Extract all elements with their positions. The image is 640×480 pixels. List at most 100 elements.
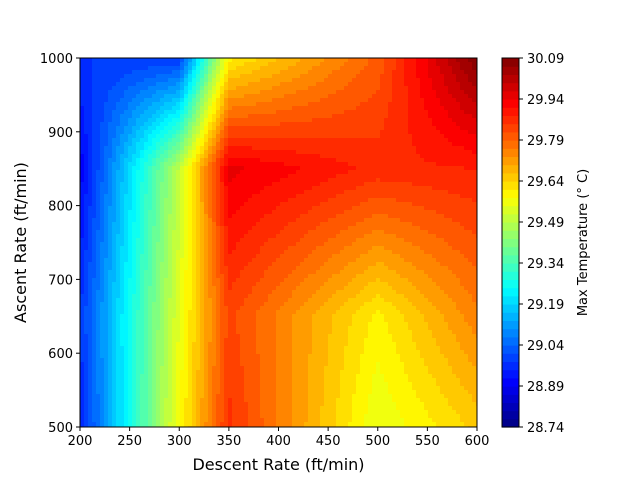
contour-cell (208, 226, 213, 231)
contour-cell (80, 254, 85, 259)
contour-cell (120, 66, 125, 71)
contour-cell (152, 386, 157, 391)
contour-cell (188, 166, 193, 171)
contour-cell (264, 318, 269, 323)
contour-cell (276, 122, 281, 127)
contour-cell (164, 242, 169, 247)
contour-cell (272, 82, 277, 87)
contour-cell (172, 126, 177, 131)
contour-cell (96, 402, 101, 407)
contour-cell (120, 162, 125, 167)
contour-cell (84, 114, 89, 119)
contour-cell (212, 138, 217, 143)
contour-cell (268, 210, 273, 215)
contour-cell (148, 402, 153, 407)
contour-cell (164, 266, 169, 271)
contour-cell (100, 110, 105, 115)
contour-cell (284, 118, 289, 123)
contour-cell (204, 210, 209, 215)
contour-cell (248, 322, 253, 327)
contour-cell (240, 146, 245, 151)
contour-cell (80, 110, 85, 115)
contour-cell (160, 338, 165, 343)
contour-cell (272, 234, 277, 239)
contour-cell (196, 134, 201, 139)
contour-cell (164, 258, 169, 263)
contour-cell (200, 378, 205, 383)
contour-cell (272, 294, 277, 299)
contour-cell (128, 394, 133, 399)
contour-cell (96, 290, 101, 295)
contour-cell (116, 138, 121, 143)
contour-cell (156, 250, 161, 255)
contour-cell (220, 106, 225, 111)
contour-cell (144, 390, 149, 395)
contour-cell (200, 150, 205, 155)
contour-cell (280, 342, 285, 347)
contour-cell (192, 174, 197, 179)
contour-cell (108, 306, 113, 311)
contour-cell (176, 246, 181, 251)
contour-cell (140, 370, 145, 375)
contour-cell (84, 58, 89, 63)
contour-cell (120, 378, 125, 383)
contour-cell (128, 274, 133, 279)
contour-cell (132, 154, 137, 159)
contour-cell (204, 226, 209, 231)
contour-cell (80, 278, 85, 283)
contour-cell (132, 90, 137, 95)
contour-cell (168, 322, 173, 327)
contour-cell (224, 326, 229, 331)
contour-cell (288, 366, 293, 371)
contour-cell (168, 142, 173, 147)
contour-cell (92, 318, 97, 323)
contour-cell (260, 194, 265, 199)
contour-cell (204, 378, 209, 383)
contour-cell (224, 366, 229, 371)
contour-cell (268, 366, 273, 371)
contour-cell (260, 238, 265, 243)
contour-cell (140, 182, 145, 187)
contour-cell (128, 146, 133, 151)
contour-cell (144, 414, 149, 419)
contour-cell (156, 386, 161, 391)
contour-cell (88, 118, 93, 123)
contour-cell (256, 354, 261, 359)
contour-cell (148, 378, 153, 383)
contour-cell (260, 370, 265, 375)
contour-cell (164, 122, 169, 127)
contour-cell (280, 138, 285, 143)
contour-cell (204, 362, 209, 367)
contour-cell (120, 166, 125, 171)
contour-cell (176, 378, 181, 383)
contour-cell (216, 226, 221, 231)
contour-cell (208, 398, 213, 403)
contour-cell (260, 122, 265, 127)
contour-cell (124, 402, 129, 407)
contour-cell (100, 382, 105, 387)
contour-cell (160, 334, 165, 339)
contour-cell (124, 118, 129, 123)
contour-cell (100, 406, 105, 411)
contour-cell (128, 210, 133, 215)
contour-cell (128, 162, 133, 167)
contour-cell (88, 134, 93, 139)
contour-cell (224, 182, 229, 187)
contour-cell (268, 298, 273, 303)
contour-cell (176, 70, 181, 75)
contour-cell (200, 250, 205, 255)
contour-cell (172, 210, 177, 215)
contour-cell (272, 126, 277, 131)
contour-cell (264, 302, 269, 307)
contour-cell (236, 154, 241, 159)
contour-cell (212, 222, 217, 227)
contour-cell (148, 198, 153, 203)
contour-cell (88, 250, 93, 255)
contour-cell (200, 158, 205, 163)
contour-cell (180, 250, 185, 255)
contour-cell (260, 70, 265, 75)
contour-cell (180, 374, 185, 379)
contour-cell (84, 134, 89, 139)
contour-cell (140, 126, 145, 131)
contour-cell (240, 194, 245, 199)
